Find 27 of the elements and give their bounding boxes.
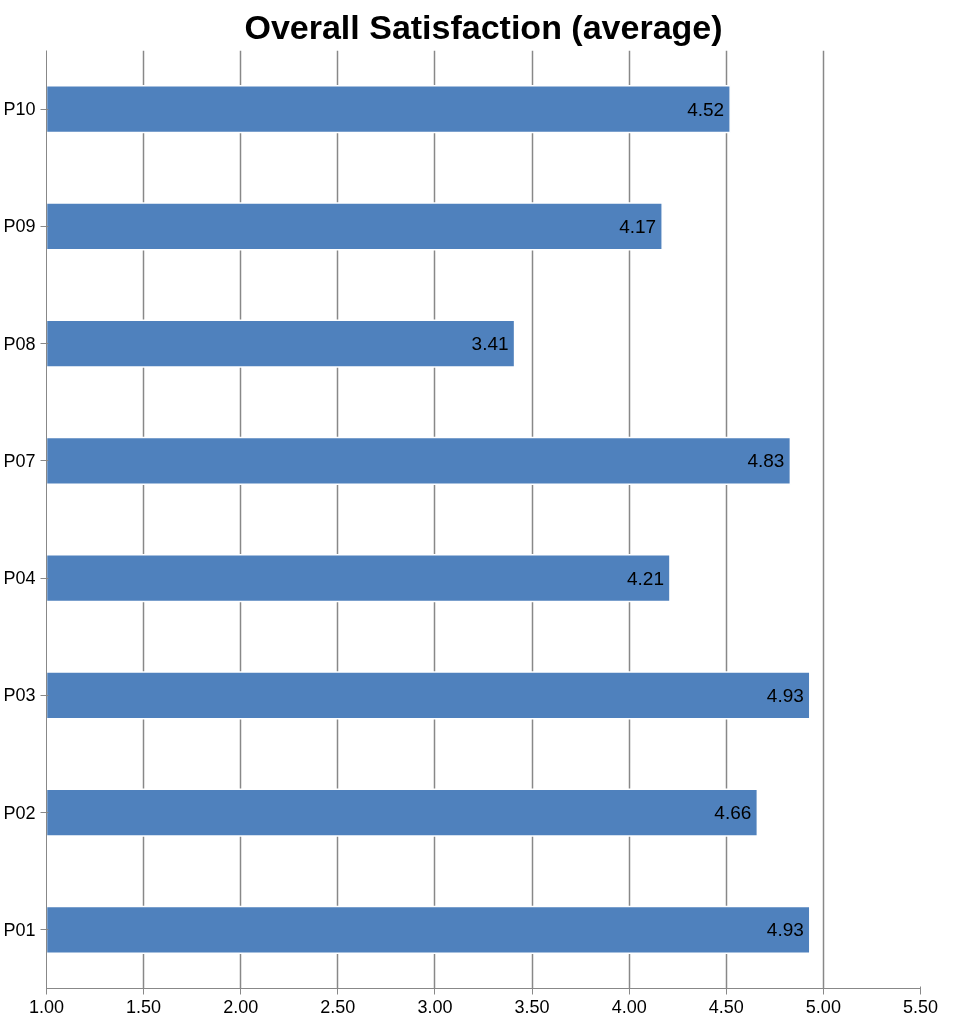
y-tick-label: P08 — [3, 333, 36, 354]
x-tick-label: 3.50 — [514, 996, 550, 1017]
data-label: 4.17 — [619, 215, 657, 237]
x-tick-label: 3.00 — [417, 996, 453, 1017]
data-label: 4.66 — [714, 802, 752, 824]
y-tick-label: P04 — [3, 568, 36, 589]
data-label: 4.93 — [766, 919, 804, 941]
y-tick-label: P03 — [3, 685, 36, 706]
x-tick-label: 4.50 — [708, 996, 744, 1017]
y-tick-label: P07 — [3, 450, 36, 471]
data-label: 4.93 — [766, 684, 804, 706]
chart-title: Overall Satisfaction (average) — [244, 7, 723, 46]
y-tick-label: P02 — [3, 802, 36, 823]
data-label: 4.83 — [747, 450, 785, 472]
x-tick-label: 2.00 — [223, 996, 259, 1017]
x-tick-label: 4.00 — [611, 996, 647, 1017]
y-tick-label: P10 — [3, 99, 36, 120]
y-tick-label: P01 — [3, 919, 36, 940]
data-label: 3.41 — [471, 333, 509, 355]
x-tick-label: 5.50 — [902, 996, 939, 1017]
data-label: 4.21 — [626, 567, 664, 589]
x-tick-label: 2.50 — [320, 996, 356, 1017]
data-label: 4.52 — [687, 98, 725, 120]
x-tick-label: 1.50 — [126, 996, 162, 1017]
x-tick-label: 1.00 — [28, 996, 65, 1017]
x-tick-label: 5.00 — [805, 996, 841, 1017]
y-tick-label: P09 — [3, 216, 36, 237]
